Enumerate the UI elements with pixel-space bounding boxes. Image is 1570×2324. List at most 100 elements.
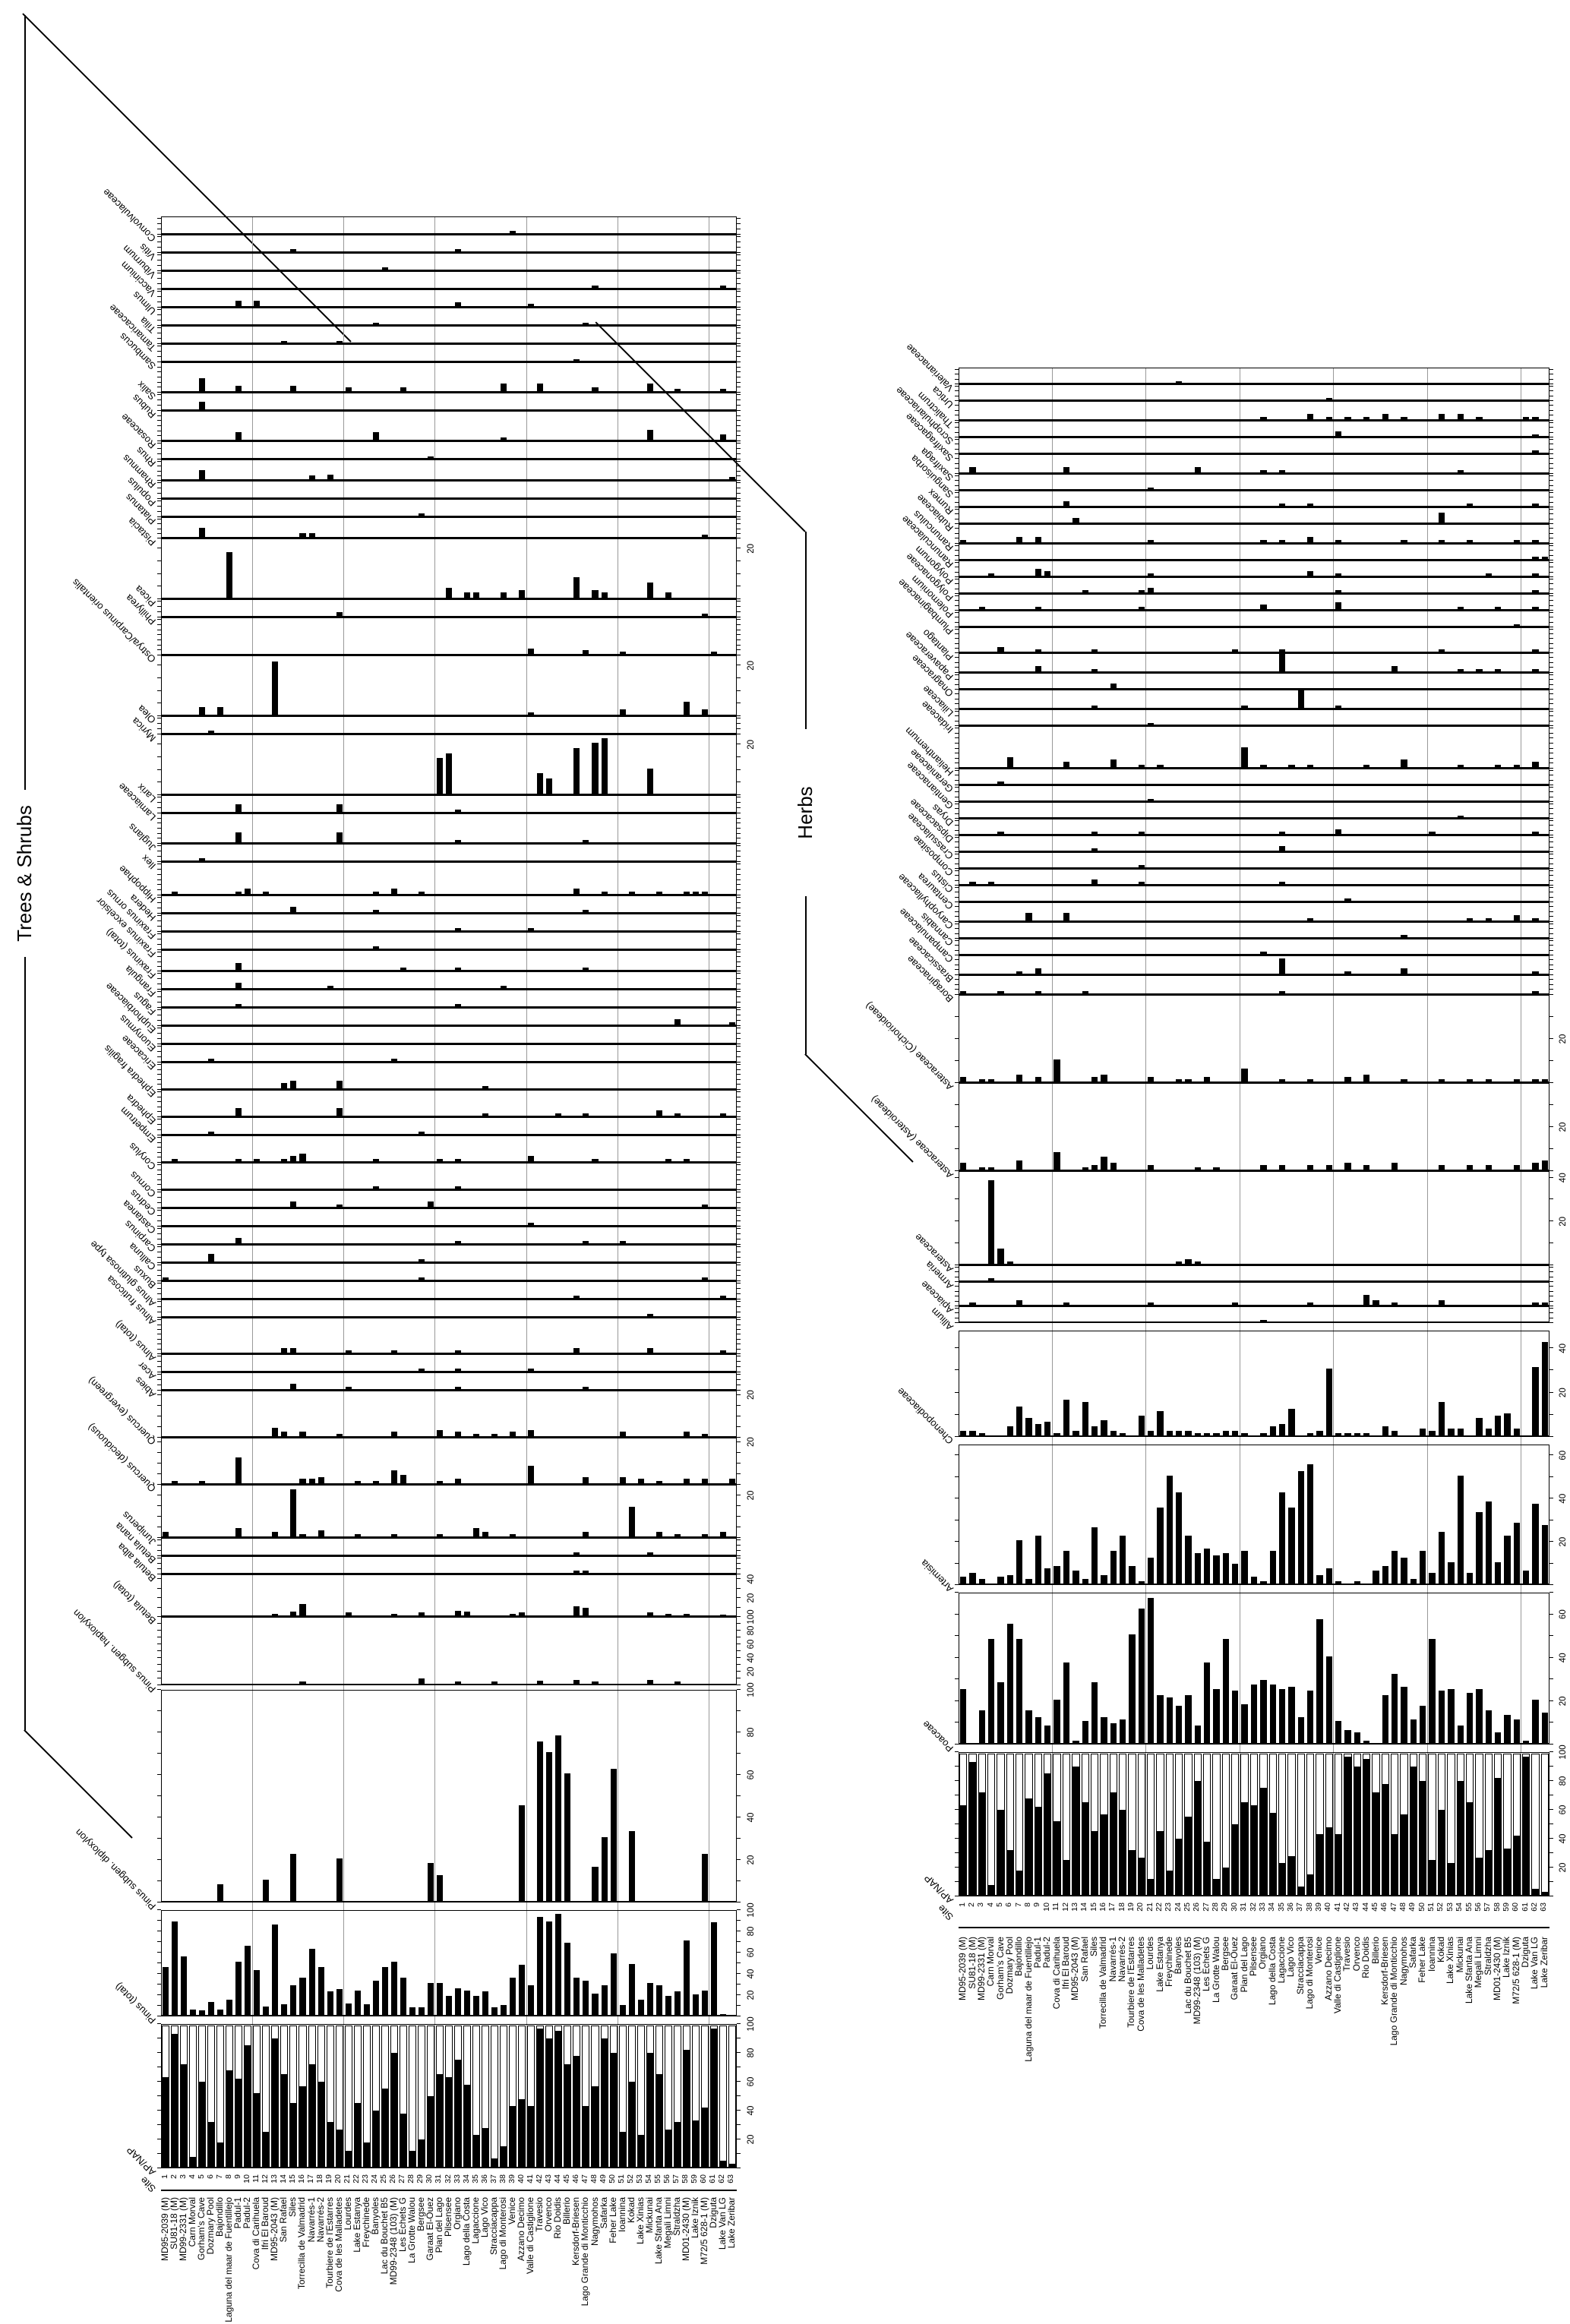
scale-tick <box>1549 885 1553 886</box>
scale-tick <box>955 1592 959 1593</box>
scale-tick <box>955 600 959 602</box>
pollen-bar <box>1110 683 1117 688</box>
pollen-bar <box>1363 764 1370 767</box>
pollen-bar <box>1035 1536 1042 1584</box>
scale-tick <box>1549 725 1553 726</box>
apnap-ap-fill <box>1128 1850 1136 1895</box>
site-number: 57 <box>1483 1902 1493 1912</box>
scale-tick <box>1549 1656 1553 1658</box>
scale-tick <box>1549 638 1553 639</box>
scale-tick <box>955 439 959 440</box>
pollen-bar <box>1035 1077 1042 1081</box>
taxon-column-frame <box>959 886 1549 902</box>
site-number: 36 <box>1285 1902 1295 1912</box>
scale-tick <box>1549 1700 1553 1701</box>
scale-tick <box>955 1476 959 1477</box>
scale-tick <box>955 473 959 474</box>
site-name: M72/5 628-1 (M) <box>1510 1937 1521 2004</box>
pollen-bar <box>997 781 1004 784</box>
pollen-bar <box>1541 1079 1548 1081</box>
pollen-bar <box>1232 1431 1239 1435</box>
site-number: 61 <box>1520 1902 1530 1912</box>
pollen-bar <box>1016 1638 1023 1743</box>
taxon-column-frame <box>959 902 1549 922</box>
site-number: 45 <box>1370 1902 1380 1912</box>
scale-tick <box>1549 1838 1553 1839</box>
pollen-bar <box>1091 879 1098 884</box>
scale-tick <box>1549 1170 1553 1171</box>
pollen-bar <box>1532 606 1539 609</box>
scale-tick <box>955 1286 959 1287</box>
scale-tick <box>955 1838 959 1839</box>
pollen-bar <box>1260 951 1267 954</box>
scale-tick <box>955 490 959 491</box>
scale-tick <box>1549 672 1553 673</box>
scale-tick <box>955 1308 959 1309</box>
taxon-column-frame <box>959 491 1549 507</box>
pollen-bar <box>1054 1566 1060 1584</box>
pollen-bar <box>1054 1433 1060 1435</box>
site-number: 2 <box>967 1902 977 1907</box>
pollen-bar <box>1166 1475 1174 1584</box>
site-number: 49 <box>1407 1902 1417 1912</box>
scale-tick <box>1549 633 1553 635</box>
taxon-column-frame <box>959 1083 1549 1171</box>
scale-tick <box>955 1751 959 1752</box>
pollen-bar <box>1063 1551 1070 1584</box>
scale-tick <box>955 386 959 387</box>
pollen-bar <box>1363 416 1370 419</box>
pollen-bar <box>1091 1077 1098 1081</box>
site-axis-line <box>959 1927 1549 1928</box>
scale-tick <box>955 743 959 744</box>
pollen-bar <box>1278 1165 1286 1170</box>
pollen-bar <box>1194 1261 1202 1264</box>
scale-tick <box>1549 1436 1553 1437</box>
scale-tick <box>955 715 959 717</box>
pollen-bar <box>1448 1688 1455 1743</box>
scale-tick <box>1549 605 1553 606</box>
pollen-bar <box>1532 503 1539 506</box>
pollen-bar <box>1325 416 1332 419</box>
site-number: 24 <box>1173 1902 1183 1912</box>
pollen-bar <box>1091 1165 1098 1170</box>
scale-tick <box>955 1322 959 1323</box>
scale-tick <box>1549 1060 1553 1061</box>
scale-tick <box>1549 940 1553 942</box>
pollen-bar <box>1006 1261 1014 1264</box>
pollen-bar <box>1325 1165 1332 1170</box>
pollen-bar <box>1438 539 1445 542</box>
pollen-bar <box>1213 1688 1220 1743</box>
pollen-bar <box>1006 1623 1014 1743</box>
scale-tick <box>1549 513 1553 515</box>
pollen-bar <box>1035 990 1042 993</box>
pollen-bar <box>1232 1564 1239 1584</box>
scale-tick <box>955 703 959 705</box>
pollen-bar <box>988 1277 995 1280</box>
apnap-ap-fill <box>1372 1792 1380 1895</box>
apnap-outline-box <box>1531 1754 1540 1895</box>
scale-tick <box>1549 684 1553 685</box>
taxon-column-frame <box>959 869 1549 886</box>
pollen-bar <box>1485 1165 1492 1170</box>
taxon-column-frame <box>959 1171 1549 1265</box>
site-number: 3 <box>976 1902 986 1907</box>
apnap-ap-fill <box>1259 1788 1268 1895</box>
scale-tick <box>1549 1867 1553 1868</box>
taxon-column-frame <box>959 1282 1549 1306</box>
scale-tick <box>1549 410 1553 411</box>
scale-tick <box>955 928 959 930</box>
scale-tick <box>955 501 959 503</box>
scale-tick <box>1549 543 1553 544</box>
pollen-bar <box>1241 1433 1248 1435</box>
pollen-bar <box>1278 503 1286 506</box>
taxon-column-frame <box>959 769 1549 785</box>
site-number: 32 <box>1248 1902 1258 1912</box>
pollen-bar <box>1250 1684 1258 1743</box>
scale-tick-label: 40 <box>1559 1653 1568 1663</box>
pollen-bar <box>969 1302 976 1305</box>
scale-tick <box>955 415 959 416</box>
pollen-bar <box>1025 1417 1032 1435</box>
scale-tick <box>955 621 959 623</box>
pollen-bar <box>1147 539 1155 542</box>
scale-tick <box>955 674 959 676</box>
